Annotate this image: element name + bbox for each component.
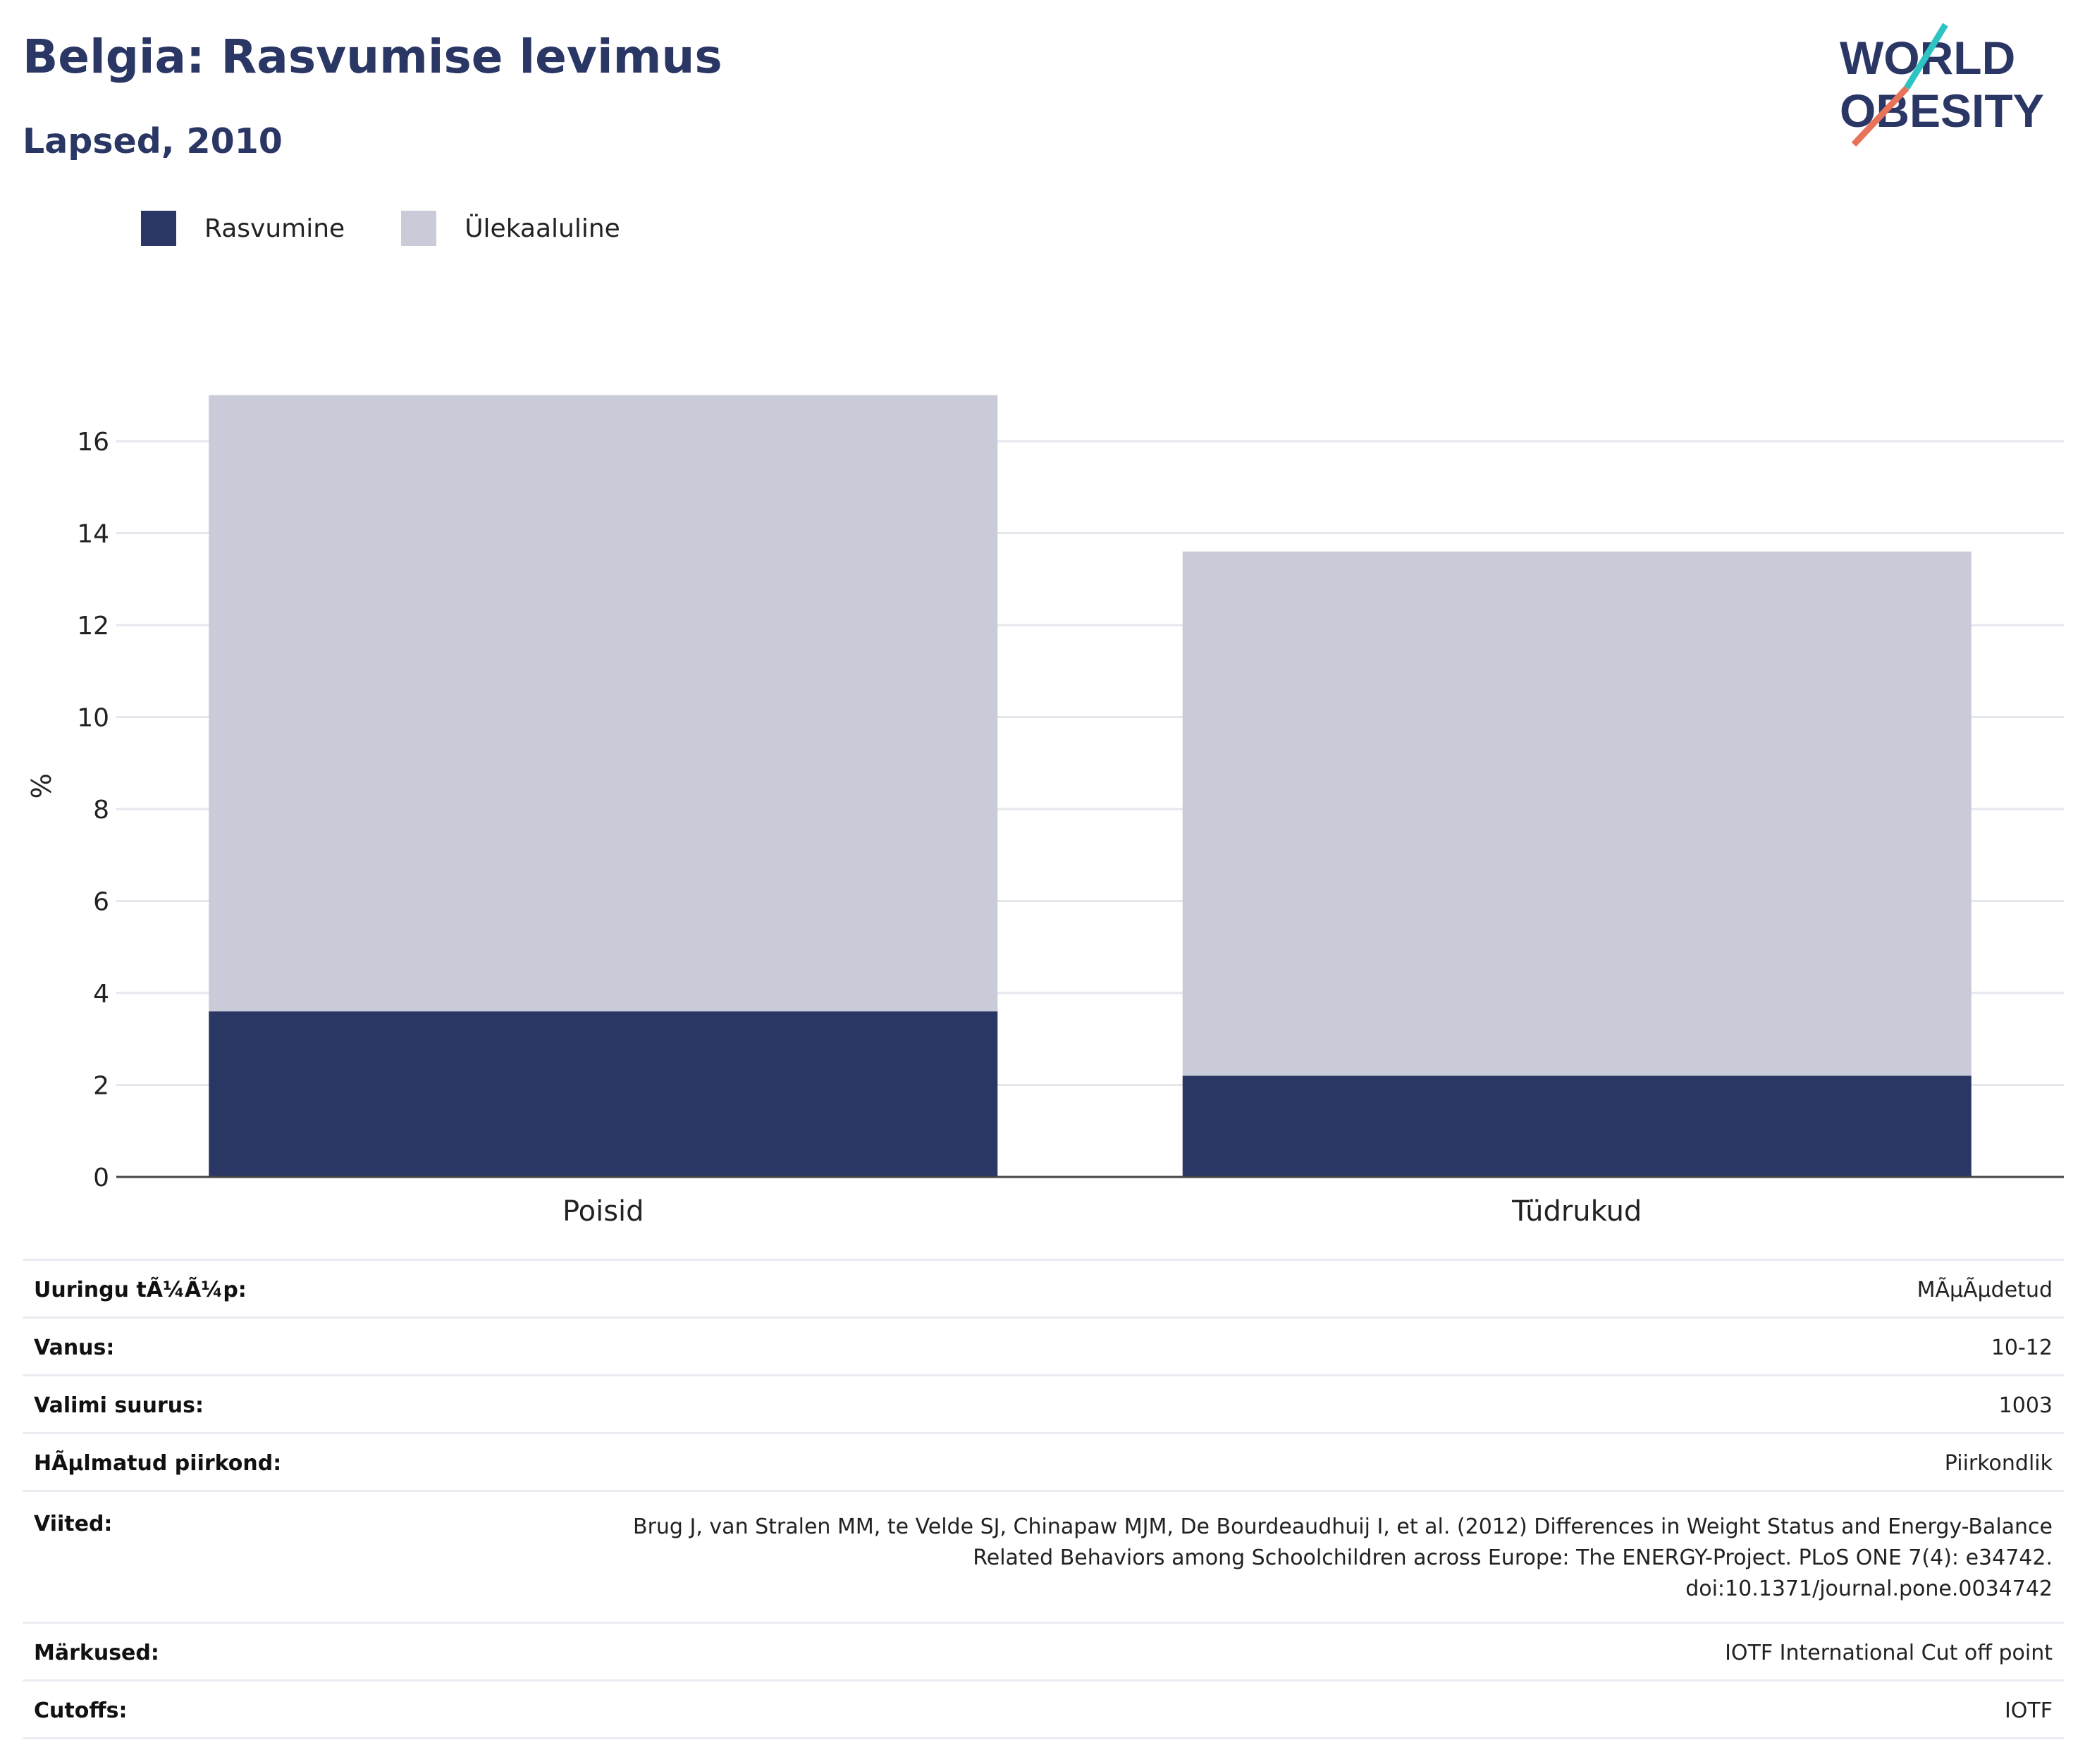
legend-label-obesity: Rasvumine (204, 214, 345, 243)
info-key: Vanus: (34, 1336, 115, 1360)
y-tick-label: 8 (93, 796, 109, 825)
world-obesity-logo: WORLD OBESITY (1840, 23, 2044, 147)
legend-item-obesity[interactable]: Rasvumine (141, 211, 345, 246)
y-tick-label: 16 (77, 428, 109, 457)
y-tick-label: 0 (93, 1164, 109, 1192)
logo-slash-teal (1904, 23, 1948, 90)
legend-swatch-obesity (141, 211, 176, 246)
info-row: HÃµlmatud piirkond: Piirkondlik (23, 1434, 2064, 1492)
info-value: Brug J, van Stralen MM, te Velde SJ, Chi… (633, 1512, 2053, 1605)
chart-legend: Rasvumine Ülekaaluline (141, 209, 677, 248)
info-key: Cutoffs: (34, 1698, 128, 1723)
chart-subtitle: Lapsed, 2010 (23, 121, 283, 161)
info-value-line: 10-12 (1991, 1336, 2053, 1360)
info-value-line: doi:10.1371/journal.pone.0034742 (1685, 1577, 2053, 1601)
info-value-line: IOTF (2004, 1698, 2053, 1723)
info-value: Piirkondlik (1944, 1451, 2053, 1476)
legend-item-overweight[interactable]: Ülekaaluline (401, 211, 620, 246)
info-key: Viited: (34, 1512, 113, 1536)
legend-label-overweight: Ülekaaluline (465, 214, 620, 243)
bar-chart: 0 2 4 6 8 10 12 14 16% Poisid Tüdrukud (26, 395, 2064, 1228)
info-row: Cutoffs: IOTF (23, 1682, 2064, 1739)
y-tick-label: 2 (93, 1072, 109, 1101)
info-key: Uuringu tÃ¼Ã¼p: (34, 1278, 247, 1302)
info-value-line: Piirkondlik (1944, 1451, 2053, 1476)
y-tick-label: 12 (77, 612, 109, 641)
legend-swatch-overweight (401, 211, 437, 246)
info-row: Märkused: IOTF International Cut off poin… (23, 1624, 2064, 1682)
info-value-line: 1003 (1998, 1393, 2053, 1418)
bar-overweight-1 (1182, 551, 1972, 1076)
info-value: IOTF (2004, 1698, 2053, 1723)
y-tick-label: 6 (93, 888, 109, 917)
x-tick-label: Tüdrukud (1511, 1195, 1642, 1228)
bar-overweight-0 (209, 395, 998, 1012)
chart-title: Belgia: Rasvumise levimus (23, 30, 722, 84)
info-value: MÃµÃµdetud (1917, 1278, 2053, 1302)
info-row: Viited: Brug J, van Stralen MM, te Velde … (23, 1492, 2064, 1624)
info-value-line: Brug J, van Stralen MM, te Velde SJ, Chi… (633, 1515, 2053, 1539)
y-tick-label: 14 (77, 520, 109, 549)
info-value-line: IOTF International Cut off point (1725, 1641, 2053, 1665)
y-tick-label: 4 (93, 980, 109, 1009)
logo-word-obesity: OBESITY (1840, 85, 2044, 137)
info-value: IOTF International Cut off point (1725, 1641, 2053, 1665)
y-axis-label: % (26, 773, 57, 798)
logo-slash-coral (1851, 85, 1909, 147)
y-tick-label: 10 (77, 704, 109, 733)
bar-obesity-0 (209, 1011, 998, 1177)
info-value-line: MÃµÃµdetud (1917, 1278, 2053, 1302)
info-key: Märkused: (34, 1641, 159, 1665)
bar-obesity-1 (1182, 1075, 1972, 1177)
info-value: 1003 (1998, 1393, 2053, 1418)
info-row: Uuringu tÃ¼Ã¼p: MÃµÃµdetud (23, 1261, 2064, 1319)
info-row: Valimi suurus: 1003 (23, 1376, 2064, 1434)
info-value: 10-12 (1991, 1336, 2053, 1360)
info-row: Vanus: 10-12 (23, 1319, 2064, 1376)
info-value-line: Related Behaviors among Schoolchildren a… (973, 1546, 2053, 1570)
info-key: HÃµlmatud piirkond: (34, 1451, 282, 1476)
study-info-table: Uuringu tÃ¼Ã¼p: MÃµÃµdetud Vanus: 10-12 Vali… (23, 1259, 2064, 1739)
info-key: Valimi suurus: (34, 1393, 204, 1418)
x-tick-label: Poisid (562, 1195, 644, 1228)
